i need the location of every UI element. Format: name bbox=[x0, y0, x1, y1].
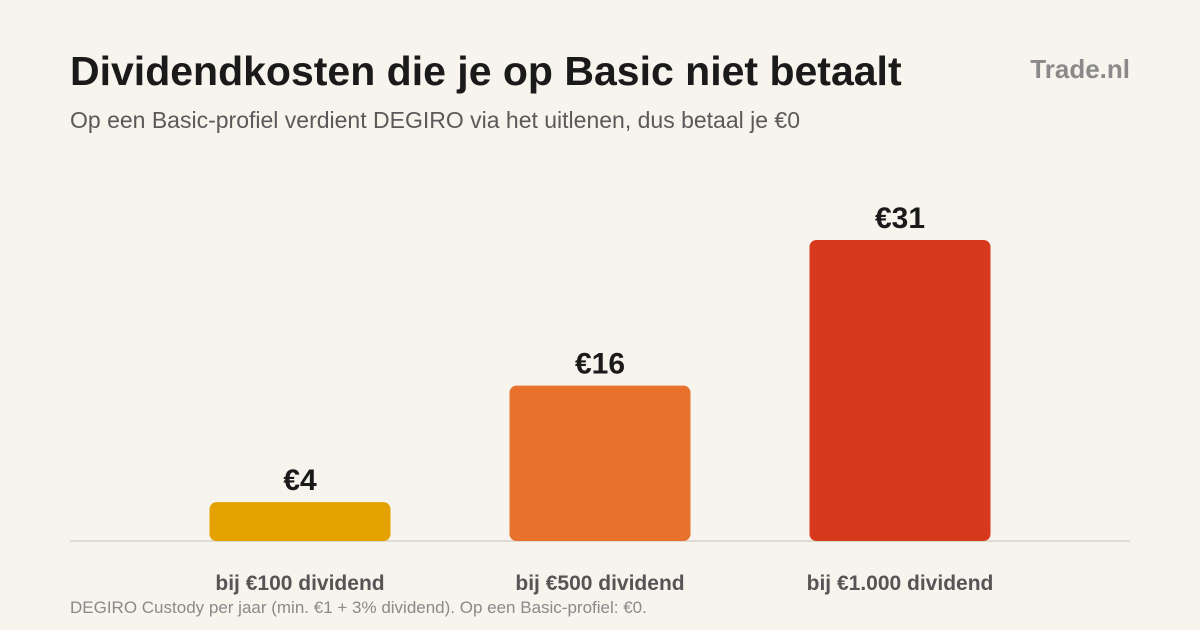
bar-3 bbox=[809, 240, 991, 541]
footnote: DEGIRO Custody per jaar (min. €1 + 3% di… bbox=[70, 598, 647, 617]
bar-2 bbox=[509, 385, 691, 541]
category-label-2: bij €500 dividend bbox=[515, 572, 684, 595]
bar-value-label-2: €16 bbox=[575, 348, 625, 381]
chart-subtitle: Op een Basic-profiel verdient DEGIRO via… bbox=[70, 107, 801, 133]
bar-value-label-3: €31 bbox=[875, 202, 925, 235]
brand-logo[interactable]: Trade.nl bbox=[1030, 54, 1130, 84]
category-label-3: bij €1.000 dividend bbox=[807, 572, 994, 595]
bar-value-label-1: €4 bbox=[283, 464, 317, 497]
chart-title: Dividendkosten die je op Basic niet beta… bbox=[70, 48, 902, 94]
bar-1 bbox=[209, 502, 391, 541]
category-label-1: bij €100 dividend bbox=[215, 572, 384, 595]
